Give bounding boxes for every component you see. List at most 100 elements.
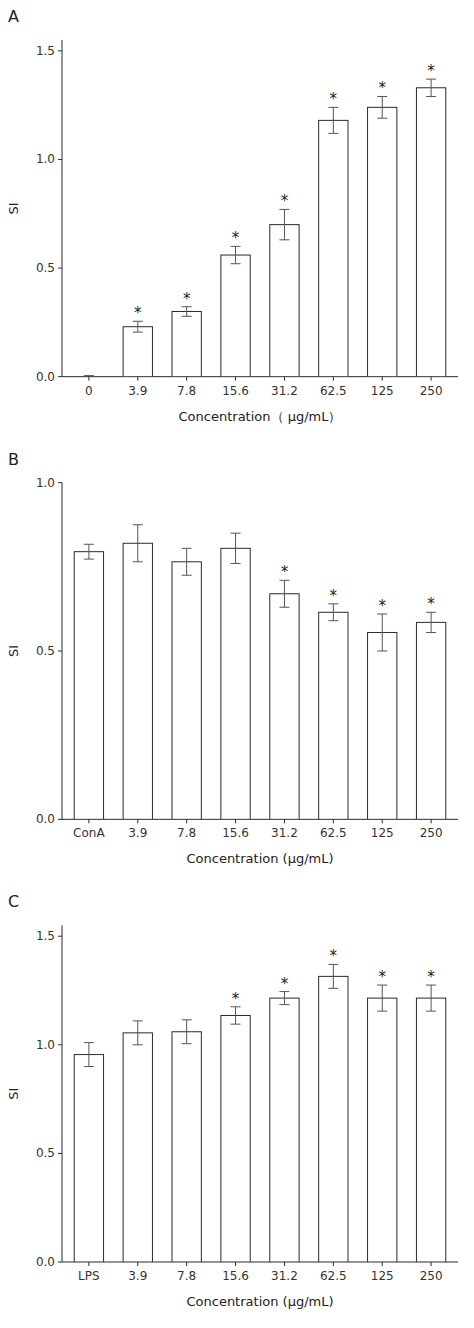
x-tick-label: 250 xyxy=(420,384,443,398)
error-bar xyxy=(231,1007,241,1024)
error-bar xyxy=(182,307,192,317)
x-tick xyxy=(382,819,383,823)
bar xyxy=(368,632,397,819)
bar xyxy=(319,976,348,1262)
x-tick xyxy=(333,377,334,381)
x-tick xyxy=(88,819,89,823)
error-bar xyxy=(279,209,289,239)
y-tick-label: 0.0 xyxy=(36,370,55,384)
marks xyxy=(74,964,446,1262)
bar xyxy=(172,312,201,377)
x-tick xyxy=(284,1262,285,1266)
bar xyxy=(74,376,103,377)
x-tick-label: 250 xyxy=(420,1269,443,1283)
error-bar xyxy=(231,246,241,263)
error-bar xyxy=(377,614,387,651)
y-tick xyxy=(58,819,62,820)
y-axis-title: SI xyxy=(6,1088,21,1100)
bar xyxy=(368,998,397,1262)
bar xyxy=(416,88,445,377)
x-tick-label: 3.9 xyxy=(128,1269,147,1283)
panel-label: C xyxy=(8,892,19,911)
y-axis xyxy=(62,40,63,377)
x-tick xyxy=(431,1262,432,1266)
significance-marker: * xyxy=(427,595,435,613)
x-tick-label: 31.2 xyxy=(271,826,298,840)
y-axis-title: SI xyxy=(6,202,21,214)
error-bar xyxy=(328,604,338,621)
significance-marker: * xyxy=(134,304,142,322)
bar xyxy=(221,255,250,377)
y-tick-label: 1.5 xyxy=(36,929,55,943)
panel: B0.00.51.0ConA3.97.815.631.262.5125250**… xyxy=(6,450,458,867)
x-tick-label: 125 xyxy=(371,384,394,398)
x-tick-label: 7.8 xyxy=(177,826,196,840)
y-tick-label: 1.0 xyxy=(36,1038,55,1052)
significance-marker: * xyxy=(281,192,289,210)
significance-marker: * xyxy=(183,290,191,308)
error-bar xyxy=(377,985,387,1011)
bar xyxy=(74,552,103,820)
x-tick xyxy=(284,377,285,381)
error-bar xyxy=(328,107,338,133)
x-tick xyxy=(186,1262,187,1266)
bar xyxy=(270,998,299,1262)
significance-marker: * xyxy=(330,947,338,965)
x-tick xyxy=(137,1262,138,1266)
y-tick-label: 0.5 xyxy=(36,1146,55,1160)
bar xyxy=(416,622,445,819)
x-axis xyxy=(62,1262,458,1263)
bar xyxy=(270,225,299,377)
x-tick xyxy=(333,819,334,823)
y-tick-label: 0.5 xyxy=(36,644,55,658)
bar xyxy=(172,562,201,820)
x-tick xyxy=(382,377,383,381)
x-axis xyxy=(62,376,458,377)
error-bar xyxy=(133,525,143,562)
y-tick xyxy=(58,482,62,483)
significance-marker: * xyxy=(330,587,338,605)
y-tick-label: 0.0 xyxy=(36,1255,55,1269)
x-axis xyxy=(62,819,458,820)
panel: C0.00.51.01.5LPS3.97.815.631.262.5125250… xyxy=(6,892,458,1309)
significance-marker: * xyxy=(232,990,240,1008)
bar xyxy=(123,1033,152,1262)
x-tick xyxy=(235,819,236,823)
x-tick-label: 31.2 xyxy=(271,384,298,398)
y-tick xyxy=(58,651,62,652)
x-tick xyxy=(284,819,285,823)
bar xyxy=(123,543,152,819)
marks xyxy=(84,79,446,377)
error-bar xyxy=(133,321,143,332)
y-tick xyxy=(58,1044,62,1045)
significance-marker: * xyxy=(378,597,386,615)
significance-marker: * xyxy=(281,563,289,581)
x-tick xyxy=(431,819,432,823)
error-bar xyxy=(133,1021,143,1045)
x-tick-label: 31.2 xyxy=(271,1269,298,1283)
x-tick-label: 3.9 xyxy=(128,384,147,398)
x-tick xyxy=(137,819,138,823)
y-tick xyxy=(58,376,62,377)
x-tick-label: 125 xyxy=(371,826,394,840)
y-axis-title: SI xyxy=(6,645,21,657)
y-tick-label: 0.0 xyxy=(36,812,55,826)
bar xyxy=(221,548,250,819)
x-tick xyxy=(88,377,89,381)
x-tick xyxy=(235,1262,236,1266)
x-tick-label: 62.5 xyxy=(320,384,347,398)
error-bar xyxy=(84,544,94,559)
x-tick xyxy=(88,1262,89,1266)
significance-marker: * xyxy=(330,90,338,108)
error-bar xyxy=(426,985,436,1011)
error-bar xyxy=(426,612,436,632)
y-tick xyxy=(58,50,62,51)
y-tick-label: 1.0 xyxy=(36,476,55,490)
y-axis xyxy=(62,925,63,1262)
x-tick-label: 15.6 xyxy=(222,384,249,398)
x-tick xyxy=(333,1262,334,1266)
x-axis-title: Concentration（ μg/mL） xyxy=(179,409,342,424)
bar xyxy=(270,594,299,820)
figure: A0.00.51.01.503.97.815.631.262.5125250**… xyxy=(0,0,474,1328)
significance-marker: * xyxy=(378,968,386,986)
